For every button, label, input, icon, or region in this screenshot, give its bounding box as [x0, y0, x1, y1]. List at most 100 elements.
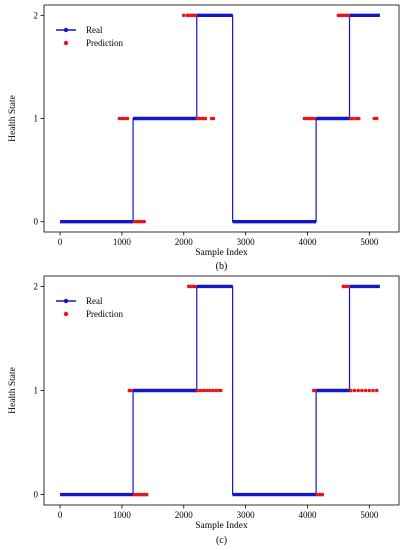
prediction-point — [318, 492, 322, 497]
prediction-point — [201, 388, 206, 393]
prediction-point — [211, 116, 216, 121]
prediction-point — [137, 219, 142, 224]
prediction-point — [346, 13, 351, 18]
legend-label-prediction: Prediction — [86, 38, 123, 48]
prediction-point — [356, 116, 361, 121]
prediction-point — [139, 219, 144, 224]
prediction-point — [352, 388, 357, 393]
y-axis-title: Health State — [8, 95, 18, 142]
x-tick-label: 4000 — [298, 510, 317, 520]
prediction-point — [315, 492, 320, 497]
prediction-point — [190, 13, 195, 18]
legend-label-prediction: Prediction — [86, 309, 123, 319]
x-tick-label: 0 — [58, 510, 63, 520]
prediction-point — [339, 13, 343, 18]
legend-label-real: Real — [86, 25, 103, 35]
chart-panel-b: 0 1000 2000 3000 4000 5000 0 1 2 Sample Index Heal… — [8, 4, 400, 272]
prediction-point — [125, 116, 130, 121]
prediction-point — [372, 116, 377, 121]
x-axis-title: Sample Index — [195, 521, 248, 531]
series-line-real — [60, 285, 380, 496]
legend-prediction-marker — [63, 40, 69, 46]
prediction-point — [313, 388, 317, 393]
series-line-real — [60, 14, 380, 223]
prediction-point — [371, 388, 375, 393]
prediction-point — [341, 13, 346, 18]
prediction-point — [219, 388, 223, 393]
prediction-point — [132, 219, 137, 224]
chart-caption: (c) — [216, 535, 227, 546]
legend-prediction-marker — [63, 311, 69, 317]
y-tick-label: 0 — [34, 490, 39, 500]
x-tick-label: 4000 — [298, 237, 317, 247]
prediction-point — [211, 388, 215, 393]
prediction-point — [344, 284, 348, 289]
y-tick-label: 2 — [34, 10, 39, 20]
prediction-point — [356, 388, 360, 393]
prediction-point — [336, 13, 341, 18]
legend-real-marker — [63, 27, 69, 33]
prediction-point — [312, 116, 317, 121]
y-axis-title: Health State — [8, 367, 18, 414]
prediction-point — [320, 492, 325, 497]
prediction-point — [367, 388, 372, 393]
y-tick-label: 2 — [34, 281, 39, 291]
prediction-point — [351, 116, 356, 121]
prediction-point — [195, 388, 200, 393]
prediction-point — [360, 388, 364, 393]
x-tick-label: 5000 — [360, 237, 379, 247]
legend-real-marker — [63, 298, 69, 304]
prediction-point — [122, 116, 127, 121]
legend-label-real: Real — [86, 296, 103, 306]
prediction-point — [142, 219, 146, 224]
chart-caption: (b) — [216, 261, 228, 272]
x-tick-label: 5000 — [360, 510, 379, 520]
prediction-point — [193, 284, 197, 289]
prediction-point — [134, 492, 139, 497]
prediction-point — [134, 219, 139, 224]
x-tick-label: 1000 — [113, 237, 132, 247]
prediction-point — [363, 388, 368, 393]
prediction-point — [203, 116, 208, 121]
prediction-point — [198, 388, 203, 393]
prediction-point — [204, 388, 209, 393]
x-tick-label: 2000 — [175, 237, 194, 247]
prediction-point — [199, 116, 204, 121]
prediction-point — [197, 116, 202, 121]
y-tick-label: 0 — [34, 217, 39, 227]
y-tick-label: 1 — [34, 114, 39, 124]
chart-panel-c: 0 1000 2000 3000 4000 5000 0 1 2 Sample Index Heal… — [8, 275, 400, 546]
prediction-point — [214, 388, 218, 393]
x-axis-title: Sample Index — [195, 248, 248, 258]
prediction-point — [117, 116, 122, 121]
prediction-point — [207, 388, 212, 393]
prediction-point — [374, 116, 379, 121]
prediction-point — [305, 116, 309, 121]
prediction-point — [309, 116, 314, 121]
prediction-point — [307, 116, 312, 121]
prediction-point — [354, 116, 359, 121]
prediction-point — [344, 13, 348, 18]
prediction-point — [341, 284, 346, 289]
prediction-point — [144, 492, 149, 497]
x-tick-label: 3000 — [237, 510, 256, 520]
prediction-point — [193, 13, 197, 18]
x-tick-label: 1000 — [113, 510, 132, 520]
prediction-point — [142, 492, 146, 497]
prediction-point — [348, 388, 353, 393]
prediction-point — [188, 284, 193, 289]
prediction-point — [188, 13, 192, 18]
prediction-point — [139, 492, 144, 497]
prediction-point — [374, 388, 379, 393]
prediction-point — [302, 116, 307, 121]
prediction-point — [129, 388, 134, 393]
prediction-point — [346, 284, 351, 289]
prediction-point — [132, 492, 137, 497]
y-tick-label: 1 — [34, 386, 39, 396]
prediction-point — [181, 13, 186, 18]
x-tick-label: 3000 — [237, 237, 256, 247]
x-tick-label: 0 — [58, 237, 63, 247]
prediction-point — [185, 13, 190, 18]
prediction-point — [137, 492, 142, 497]
